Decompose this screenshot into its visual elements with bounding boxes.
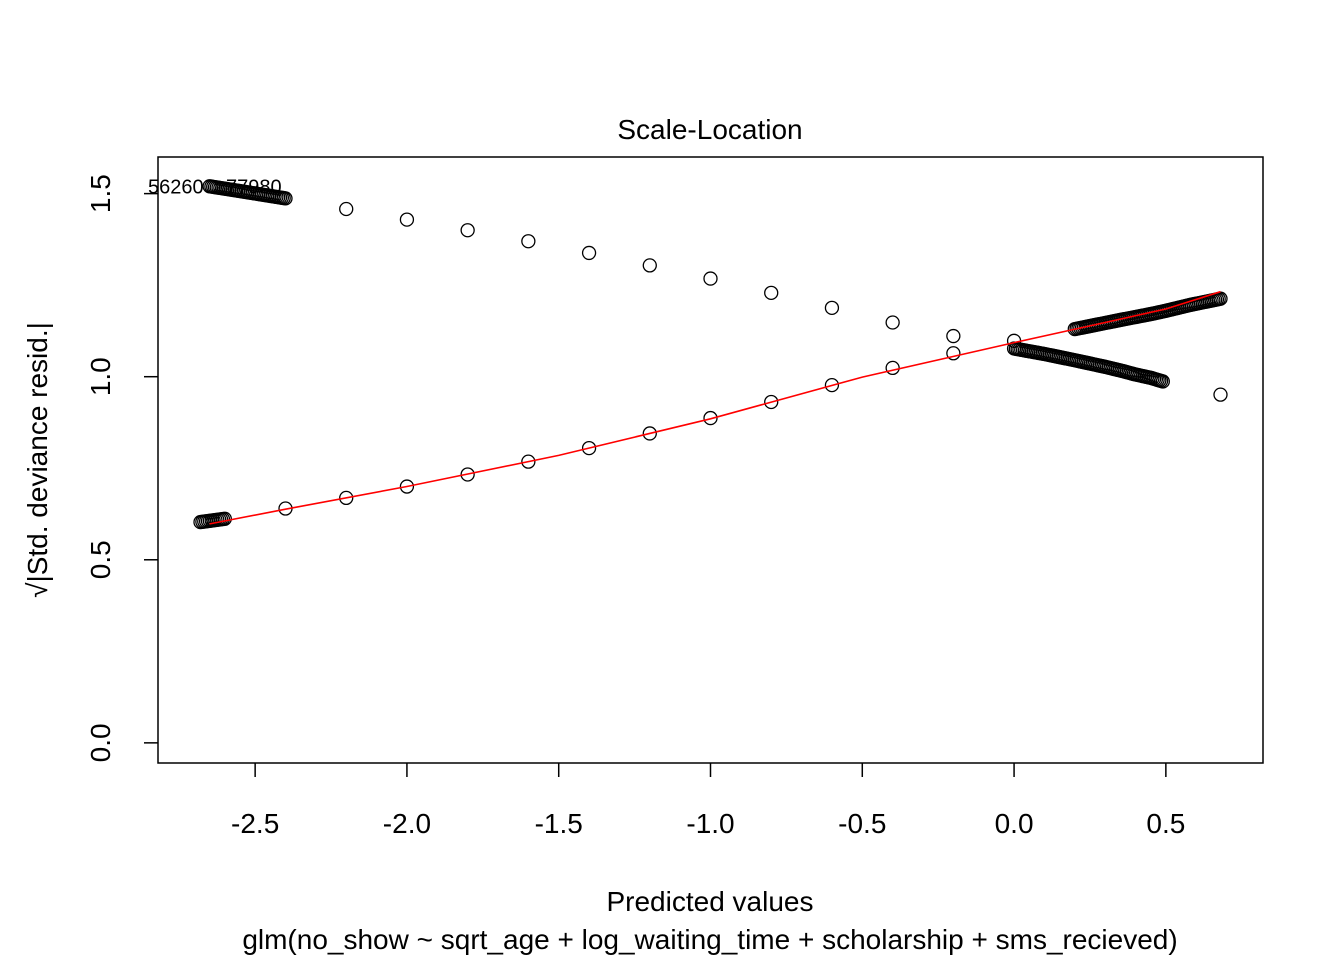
y-tick-label: 1.5 xyxy=(85,174,116,213)
data-point xyxy=(946,346,961,361)
data-point xyxy=(460,223,475,238)
x-tick-label: -0.5 xyxy=(838,808,886,839)
data-point xyxy=(1213,387,1228,402)
x-tick-label: -2.5 xyxy=(231,808,279,839)
data-point xyxy=(399,479,415,494)
data-point xyxy=(764,394,779,410)
data-point xyxy=(399,212,415,227)
data-point xyxy=(885,360,900,376)
y-tick-label: 1.0 xyxy=(85,357,116,396)
y-tick-label: 0.0 xyxy=(85,723,116,762)
plot-frame xyxy=(157,156,1264,764)
y-tick-label: 0.5 xyxy=(85,540,116,579)
data-point xyxy=(521,234,536,249)
y-axis-label: √|Std. deviance resid.| xyxy=(22,322,53,598)
data-point xyxy=(642,258,657,273)
data-point xyxy=(339,490,354,506)
data-point xyxy=(217,511,232,526)
data-point xyxy=(824,300,840,316)
chart-subtitle: glm(no_show ~ sqrt_age + log_waiting_tim… xyxy=(242,924,1177,955)
data-point xyxy=(1155,374,1170,389)
x-tick-label: -1.0 xyxy=(686,808,734,839)
chart-title: Scale-Location xyxy=(617,114,802,145)
data-point xyxy=(339,201,354,217)
data-point xyxy=(764,285,779,300)
point-id-label: 56260 xyxy=(148,176,204,198)
points-layer xyxy=(193,179,1228,530)
x-tick-label: -2.0 xyxy=(383,808,431,839)
data-point xyxy=(521,454,536,469)
data-point xyxy=(581,245,597,261)
x-axis-label: Predicted values xyxy=(606,886,813,917)
x-tick-label: 0.5 xyxy=(1146,808,1185,839)
data-point xyxy=(278,191,293,206)
data-point xyxy=(581,440,597,456)
x-tick-label: 0.0 xyxy=(995,808,1034,839)
point-id-label: 77980 xyxy=(226,176,282,198)
data-point xyxy=(946,328,961,344)
data-point xyxy=(642,426,657,441)
smoother-line xyxy=(209,290,1221,525)
x-tick-label: -1.5 xyxy=(535,808,583,839)
data-point xyxy=(885,315,900,330)
data-point xyxy=(703,271,718,286)
data-point xyxy=(824,377,840,393)
data-point xyxy=(703,410,718,426)
data-point xyxy=(460,467,475,482)
